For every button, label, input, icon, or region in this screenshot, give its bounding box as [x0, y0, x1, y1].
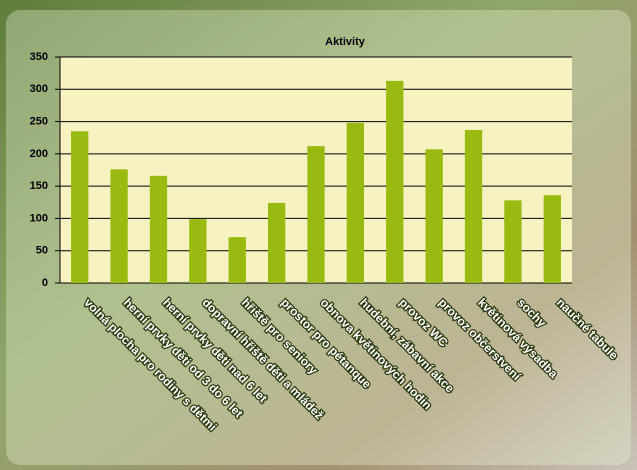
bar — [544, 195, 561, 283]
bar — [307, 146, 324, 283]
y-tick-label: 200 — [30, 148, 48, 160]
bar — [110, 169, 127, 283]
chart: Aktivity 050100150200250300350volná ploc… — [0, 0, 637, 470]
chart-title: Aktivity — [325, 36, 366, 48]
y-tick-label: 100 — [30, 212, 48, 224]
bar — [71, 131, 88, 283]
y-tick-label: 250 — [30, 115, 48, 127]
y-tick-label: 150 — [30, 180, 48, 192]
y-tick-label: 300 — [30, 83, 48, 95]
y-tick-label: 50 — [36, 245, 48, 257]
bar — [465, 130, 482, 283]
y-tick-label: 0 — [42, 277, 48, 289]
bar — [425, 149, 442, 283]
page: Aktivity 050100150200250300350volná ploc… — [0, 0, 637, 470]
y-tick-label: 350 — [30, 51, 48, 63]
bar — [504, 200, 521, 283]
bar — [150, 176, 167, 283]
bar — [268, 203, 285, 283]
bar — [189, 219, 206, 283]
bar — [386, 81, 403, 283]
bar — [229, 237, 246, 283]
bar — [347, 123, 364, 283]
